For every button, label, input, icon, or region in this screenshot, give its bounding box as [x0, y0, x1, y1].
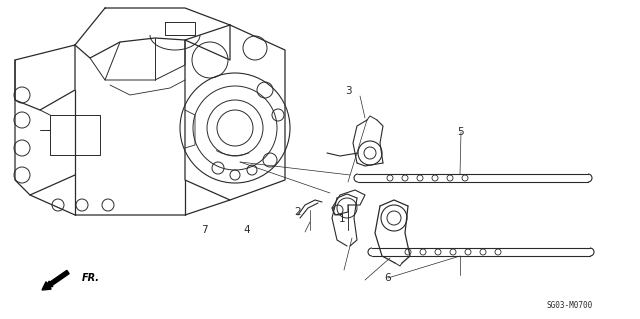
Text: 4: 4	[243, 225, 250, 235]
Text: 1: 1	[339, 213, 346, 224]
Text: 5: 5	[458, 127, 464, 137]
Text: SG03-M0700: SG03-M0700	[547, 300, 593, 309]
Text: 6: 6	[384, 272, 390, 283]
Text: 3: 3	[346, 86, 352, 96]
Text: FR.: FR.	[82, 273, 100, 283]
FancyArrow shape	[42, 271, 69, 290]
Text: 7: 7	[202, 225, 208, 235]
Text: 2: 2	[294, 207, 301, 217]
